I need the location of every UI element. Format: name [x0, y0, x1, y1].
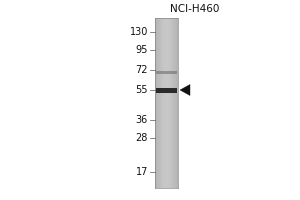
Bar: [177, 18, 178, 188]
Text: 130: 130: [130, 27, 148, 37]
Bar: [173, 18, 175, 188]
Bar: [158, 18, 160, 188]
Bar: [156, 71, 177, 73]
Text: 28: 28: [136, 133, 148, 143]
Bar: [168, 18, 169, 188]
Bar: [157, 18, 158, 188]
Bar: [162, 18, 163, 188]
Bar: [164, 18, 165, 188]
Text: 17: 17: [136, 167, 148, 177]
Bar: [156, 88, 177, 92]
Bar: [163, 18, 164, 188]
Text: 72: 72: [136, 65, 148, 75]
Polygon shape: [180, 84, 190, 96]
Bar: [156, 18, 157, 188]
Bar: [171, 18, 172, 188]
Bar: [170, 18, 171, 188]
Text: NCI-H460: NCI-H460: [170, 4, 220, 14]
Bar: [167, 18, 168, 188]
Text: 55: 55: [136, 85, 148, 95]
Bar: [165, 18, 166, 188]
Bar: [161, 18, 162, 188]
Bar: [172, 18, 173, 188]
Text: 36: 36: [136, 115, 148, 125]
Bar: [155, 18, 156, 188]
Bar: [176, 18, 177, 188]
Bar: [175, 18, 176, 188]
Bar: [169, 18, 170, 188]
Bar: [160, 18, 161, 188]
Text: 95: 95: [136, 45, 148, 55]
